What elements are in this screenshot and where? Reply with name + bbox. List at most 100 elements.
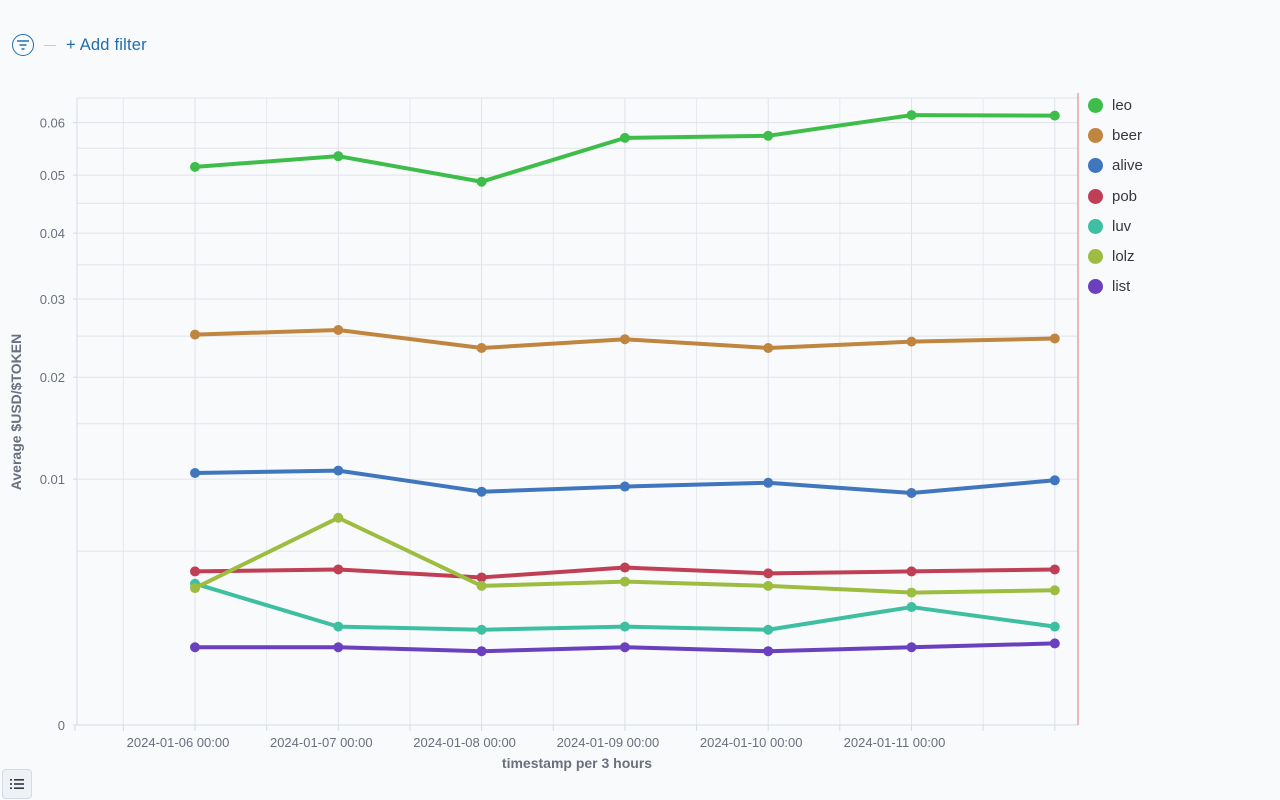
- filter-divider: [44, 44, 56, 46]
- x-tick-label: 2024-01-11 00:00: [844, 735, 946, 750]
- data-point-leo[interactable]: [1049, 110, 1060, 121]
- x-tick-label: 2024-01-10 00:00: [700, 735, 803, 750]
- legend-label: luv: [1112, 217, 1132, 235]
- data-point-pob[interactable]: [476, 572, 487, 583]
- data-point-leo[interactable]: [619, 132, 630, 143]
- legend-dot: [1088, 188, 1103, 204]
- legend-item-beer[interactable]: beer: [1088, 120, 1268, 150]
- data-point-pob[interactable]: [190, 566, 200, 577]
- data-point-beer[interactable]: [763, 342, 774, 353]
- x-axis-label: timestamp per 3 hours: [502, 755, 652, 771]
- data-point-leo[interactable]: [190, 161, 200, 172]
- legend-dot: [1088, 218, 1103, 234]
- data-point-beer[interactable]: [1049, 333, 1060, 344]
- x-tick-label: 2024-01-08 00:00: [413, 735, 516, 750]
- legend-dot: [1088, 97, 1103, 113]
- legend-toggle-button[interactable]: [2, 769, 32, 799]
- series-lines: [190, 110, 1060, 657]
- y-tick-label: 0: [58, 718, 65, 733]
- data-point-luv[interactable]: [763, 624, 774, 635]
- legend-item-list[interactable]: list: [1088, 272, 1268, 302]
- legend-item-pob[interactable]: pob: [1088, 181, 1268, 211]
- data-point-lolz[interactable]: [619, 576, 630, 587]
- data-point-luv[interactable]: [619, 621, 630, 632]
- legend-item-leo[interactable]: leo: [1088, 90, 1268, 120]
- legend-dot: [1088, 158, 1103, 174]
- data-point-beer[interactable]: [476, 342, 487, 353]
- legend-label: list: [1112, 278, 1131, 296]
- data-point-pob[interactable]: [333, 564, 344, 575]
- add-filter-button[interactable]: + Add filter: [66, 35, 147, 54]
- legend-dot: [1088, 279, 1103, 295]
- data-point-leo[interactable]: [333, 151, 344, 162]
- data-point-luv[interactable]: [333, 621, 344, 632]
- data-point-leo[interactable]: [906, 110, 917, 121]
- legend-item-luv[interactable]: luv: [1088, 211, 1268, 241]
- data-point-alive[interactable]: [190, 467, 200, 478]
- data-point-pob[interactable]: [763, 568, 774, 579]
- data-point-list[interactable]: [906, 642, 917, 653]
- series-list: [190, 638, 1060, 657]
- data-point-beer[interactable]: [333, 324, 344, 335]
- x-tick-label: 2024-01-09 00:00: [557, 735, 660, 750]
- data-point-pob[interactable]: [906, 566, 917, 577]
- legend-dot: [1088, 249, 1103, 265]
- data-point-pob[interactable]: [619, 562, 630, 573]
- series-alive: [190, 465, 1060, 498]
- y-tick-label: 0.01: [40, 472, 65, 487]
- list-icon: [10, 779, 24, 789]
- legend-item-alive[interactable]: alive: [1088, 151, 1268, 181]
- y-tick-label: 0.06: [40, 116, 65, 131]
- data-point-alive[interactable]: [906, 487, 917, 498]
- y-tick-label: 0.03: [40, 292, 65, 307]
- data-point-alive[interactable]: [619, 481, 630, 492]
- legend-label: lolz: [1112, 248, 1135, 266]
- y-tick-label: 0.02: [40, 370, 65, 385]
- legend-dot: [1088, 127, 1103, 143]
- data-point-beer[interactable]: [190, 329, 200, 340]
- data-point-list[interactable]: [476, 646, 487, 657]
- series-lolz: [190, 512, 1060, 598]
- y-tick-label: 0.04: [40, 226, 65, 241]
- legend: leo beer alive pob luv lolz list: [1088, 90, 1268, 302]
- legend-item-lolz[interactable]: lolz: [1088, 241, 1268, 271]
- data-point-list[interactable]: [190, 642, 200, 653]
- y-tick-label: 0.05: [40, 168, 65, 183]
- filter-icon[interactable]: [12, 34, 34, 56]
- data-point-lolz[interactable]: [476, 580, 487, 591]
- data-point-beer[interactable]: [906, 336, 917, 347]
- series-beer: [190, 324, 1060, 353]
- data-point-lolz[interactable]: [1049, 585, 1060, 596]
- data-point-leo[interactable]: [763, 130, 774, 141]
- gridlines: [77, 97, 1078, 725]
- data-point-list[interactable]: [1049, 638, 1060, 649]
- data-point-alive[interactable]: [763, 477, 774, 488]
- data-point-luv[interactable]: [1049, 621, 1060, 632]
- data-point-lolz[interactable]: [190, 583, 200, 594]
- data-point-list[interactable]: [763, 646, 774, 657]
- data-point-pob[interactable]: [1049, 564, 1060, 575]
- data-point-alive[interactable]: [1049, 475, 1060, 486]
- data-point-luv[interactable]: [476, 624, 487, 635]
- data-point-alive[interactable]: [333, 465, 344, 476]
- legend-label: alive: [1112, 157, 1143, 175]
- data-point-lolz[interactable]: [763, 580, 774, 591]
- y-axis-label: Average $USD/$TOKEN: [8, 334, 24, 490]
- data-point-luv[interactable]: [906, 602, 917, 613]
- x-tick-label: 2024-01-06 00:00: [127, 735, 230, 750]
- x-tick-label: 2024-01-07 00:00: [270, 735, 373, 750]
- axes: 0 0.01 0.02 0.03 0.04 0.05 0.06 2024-01-06 00:0…: [40, 93, 1079, 750]
- data-point-beer[interactable]: [619, 334, 630, 345]
- data-point-alive[interactable]: [476, 486, 487, 497]
- data-point-leo[interactable]: [476, 176, 487, 187]
- filter-bar: + Add filter: [12, 30, 147, 60]
- data-point-lolz[interactable]: [333, 512, 344, 523]
- legend-label: leo: [1112, 96, 1133, 114]
- data-point-list[interactable]: [333, 642, 344, 653]
- series-pob: [190, 562, 1060, 583]
- data-point-list[interactable]: [619, 642, 630, 653]
- data-point-lolz[interactable]: [906, 587, 917, 598]
- legend-label: pob: [1112, 187, 1138, 205]
